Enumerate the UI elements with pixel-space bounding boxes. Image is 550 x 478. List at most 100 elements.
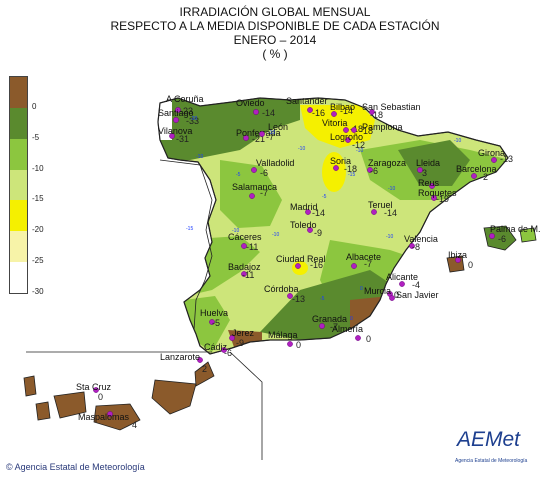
station-a-coru-a: A Coruña -23 <box>166 94 204 116</box>
station-name: Zaragoza <box>368 158 406 168</box>
station-c-diz: Cádiz-6 <box>204 342 232 358</box>
station-marker <box>409 243 415 249</box>
station-marker <box>455 257 461 263</box>
station-marker <box>489 233 495 239</box>
station-ponferrada: Ponferrada-21 <box>236 128 281 144</box>
station-ciudad-real: Ciudad Real-16 <box>276 254 326 270</box>
station-value: -33 <box>186 116 199 126</box>
station-toledo: Toledo-9 <box>290 220 322 238</box>
legend-swatch <box>10 200 27 232</box>
station-marker <box>241 271 247 277</box>
isoline-labels: -10-10-10-10 -10-10-10-10 -10-5-5-5-15-15-… <box>186 116 461 322</box>
station-madrid: Madrid-14 <box>290 202 325 218</box>
station-name: Santander <box>286 96 328 106</box>
isoline-label: -10 <box>388 186 395 192</box>
station-value: 4 <box>132 420 137 430</box>
isoline-label: -10 <box>196 154 203 160</box>
isoline-label: -10 <box>298 146 305 152</box>
station-marker <box>241 243 247 249</box>
station-marker <box>319 323 325 329</box>
color-legend <box>9 76 28 294</box>
station-name: Murcia <box>364 286 391 296</box>
station-value: -21 <box>252 134 265 144</box>
station-marker <box>345 137 351 143</box>
station-name: Almería <box>332 324 363 334</box>
portugal-border <box>159 159 213 331</box>
station-value: 3 <box>422 168 427 178</box>
station-santander: Santander -16 <box>286 96 328 118</box>
isoline-label: -5 <box>322 194 327 200</box>
la-gomera-island <box>35 401 51 421</box>
station-marker <box>367 167 373 173</box>
station-value: -14 <box>384 208 397 218</box>
station-name: Vitoria <box>322 118 347 128</box>
legend-swatch <box>10 138 27 170</box>
station-value: -14 <box>340 106 353 116</box>
station-alicante: Alicante-4 <box>386 272 420 290</box>
station-jerez: Jerez-9 <box>229 328 255 348</box>
tenerife-island <box>53 391 87 419</box>
station-value: -12 <box>352 140 365 150</box>
station-value: -7 <box>266 132 274 142</box>
station-barcelona: Barcelona-2 <box>456 164 497 182</box>
station-valencia: Valencia-8 <box>404 234 438 252</box>
isoline-label: -10 <box>272 232 279 238</box>
station-name: Madrid <box>290 202 318 212</box>
station-marker <box>351 127 357 133</box>
station-marker <box>259 131 265 137</box>
station-name: Huelva <box>200 308 228 318</box>
station-name: Salamanca <box>232 182 277 192</box>
station-name: San Sebastian <box>362 102 421 112</box>
map-subtitle: RESPECTO A LA MEDIA DISPONIBLE DE CADA E… <box>110 19 440 33</box>
band-soria <box>322 152 346 192</box>
station-name: Oviedo <box>236 98 265 108</box>
station-teruel: Teruel-14 <box>368 200 397 218</box>
station-le-n: León-7 <box>259 122 288 142</box>
station-logro-o: Logroño-12 <box>330 132 365 150</box>
isoline-label: -15 <box>348 172 355 178</box>
station-value: -7 <box>330 322 338 332</box>
station-name: Logroño <box>330 132 363 142</box>
station-marker <box>389 295 395 301</box>
station-name: Girona <box>478 148 505 158</box>
station-soria: Soria-18 <box>330 156 357 174</box>
station-marker <box>333 165 339 171</box>
station-value: -7 <box>260 188 268 198</box>
station-value: -18 <box>360 126 373 136</box>
map-title: IRRADIACIÓN GLOBAL MENSUAL <box>179 5 371 19</box>
station-name: Valencia <box>404 234 438 244</box>
station-value: 2 <box>202 364 207 374</box>
station-marker <box>399 281 405 287</box>
station-value: 0 <box>394 290 399 300</box>
map-period: ENERO – 2014 <box>233 33 317 47</box>
station-value: -9 <box>236 338 244 348</box>
station-marker <box>107 411 113 417</box>
station-name: San Javier <box>396 290 439 300</box>
isoline-label: 0 <box>360 286 363 292</box>
station-badajoz: Badajoz-11 <box>228 262 261 280</box>
station-name: Teruel <box>368 200 393 210</box>
station-value: -16 <box>310 260 323 270</box>
station-marker <box>491 157 497 163</box>
station-name: Reus <box>418 178 440 188</box>
station-marker <box>197 357 203 363</box>
station-name: Barcelona <box>456 164 497 174</box>
station-name: Santiago <box>158 108 194 118</box>
station-name: Ciudad Real <box>276 254 326 264</box>
station-marker <box>369 109 375 115</box>
station-marker <box>287 293 293 299</box>
station-marker <box>351 263 357 269</box>
station-name: Vilanova <box>158 126 192 136</box>
isoline-label: -10 <box>232 228 239 234</box>
map-units: ( % ) <box>262 47 288 61</box>
isoline-label: -20 <box>190 116 197 122</box>
station-value: -6 <box>498 234 506 244</box>
station-marker <box>429 183 435 189</box>
station-name: Bilbao <box>330 102 355 112</box>
station-marker <box>471 173 477 179</box>
isoline-label: -10 <box>356 148 363 154</box>
